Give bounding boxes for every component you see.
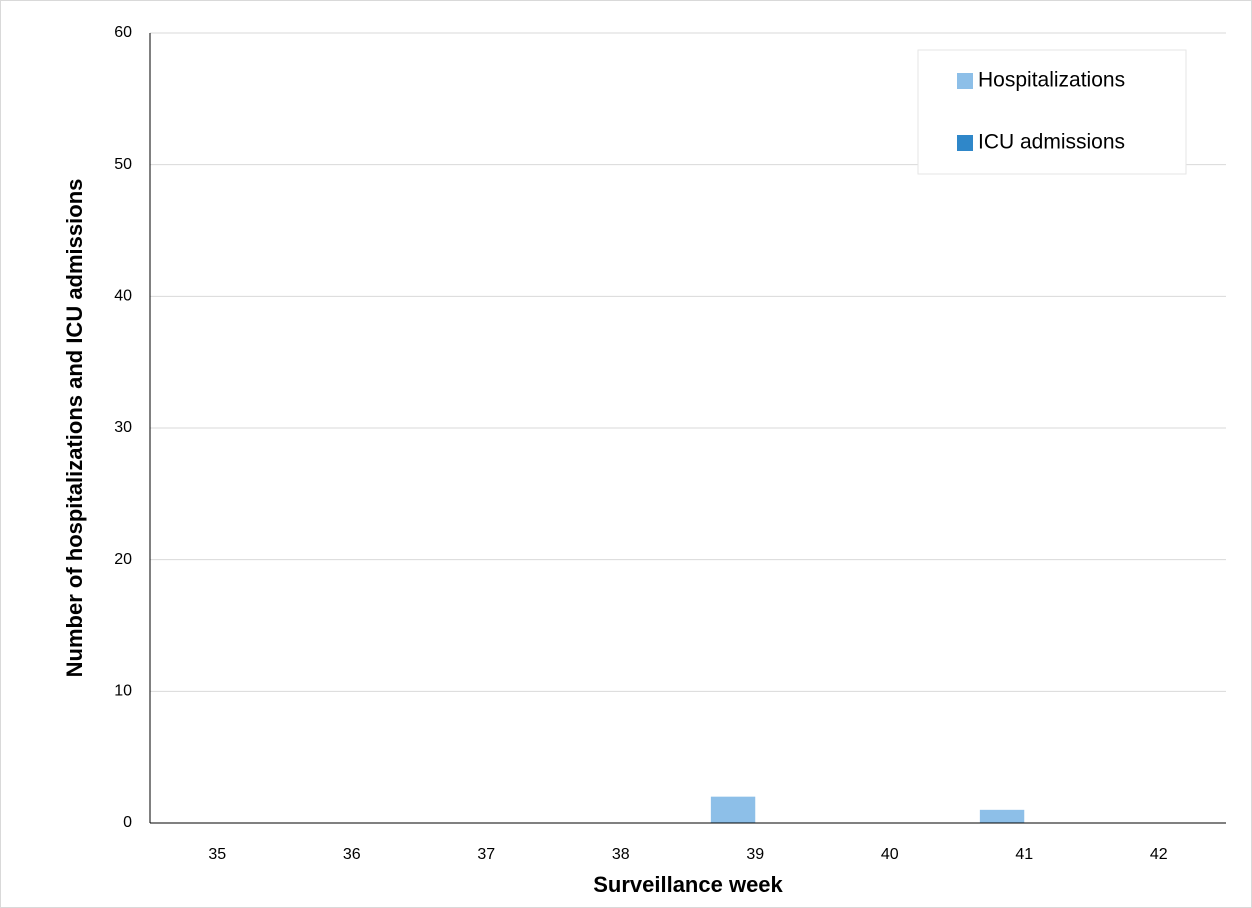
x-tick-label: 36 — [343, 846, 361, 863]
legend-label: ICU admissions — [978, 131, 1125, 154]
x-tick-label: 39 — [746, 846, 764, 863]
legend-box — [917, 49, 1187, 175]
x-tick-label: 38 — [612, 846, 630, 863]
y-tick-label: 10 — [114, 683, 132, 700]
y-tick-label: 50 — [114, 156, 132, 173]
x-tick-label: 41 — [1015, 846, 1033, 863]
x-tick-label: 37 — [477, 846, 495, 863]
x-tick-label: 42 — [1150, 846, 1168, 863]
y-tick-label: 0 — [123, 814, 132, 831]
y-tick-label: 40 — [114, 288, 132, 305]
x-tick-label: 40 — [881, 846, 899, 863]
y-axis-title: Number of hospitalizations and ICU admis… — [62, 179, 87, 678]
bar — [979, 809, 1025, 823]
y-tick-label: 60 — [114, 24, 132, 41]
bar — [710, 796, 756, 823]
y-tick-label: 30 — [114, 419, 132, 436]
legend-swatch — [957, 135, 973, 151]
legend-label: Hospitalizations — [978, 69, 1125, 92]
x-tick-label: 35 — [208, 846, 226, 863]
y-tick-label: 20 — [114, 551, 132, 568]
legend-swatch — [957, 73, 973, 89]
x-axis-title: Surveillance week — [593, 872, 783, 897]
